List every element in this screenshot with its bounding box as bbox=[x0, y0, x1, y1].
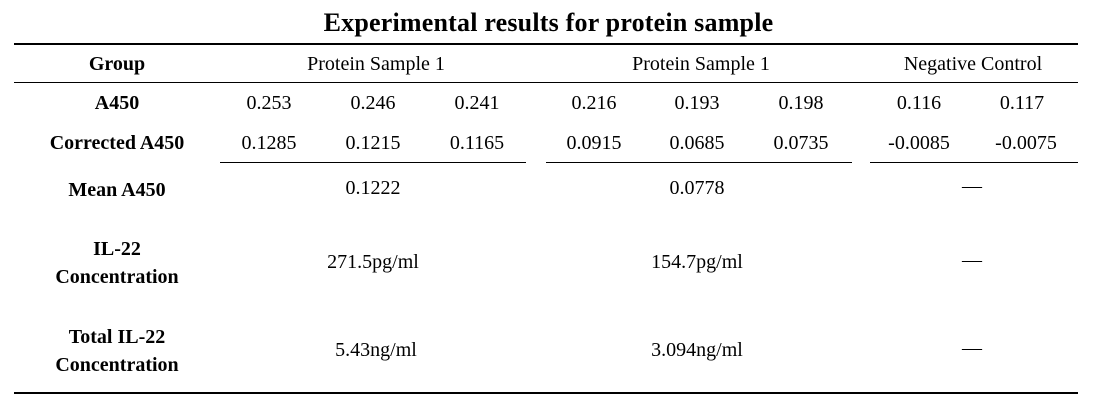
bottom-rule bbox=[14, 392, 1078, 394]
total-cell: 5.43ng/ml bbox=[335, 339, 417, 361]
row-label-il22-line2: Concentration bbox=[55, 266, 179, 288]
header-rule bbox=[14, 82, 1078, 83]
row-label-total-line1: Total IL-22 bbox=[68, 326, 166, 348]
row-label-total-il22-concentration: Total IL-22 Concentration bbox=[55, 323, 178, 379]
corrected-cell: -0.0075 bbox=[995, 132, 1057, 154]
header-protein-sample-a: Protein Sample 1 bbox=[307, 53, 445, 75]
row-label-il22-concentration: IL-22 Concentration bbox=[55, 235, 178, 291]
a450-cell: 0.241 bbox=[454, 92, 500, 114]
corrected-cell: 0.1215 bbox=[345, 132, 401, 154]
top-rule bbox=[14, 43, 1078, 45]
a450-cell: 0.193 bbox=[674, 92, 720, 114]
a450-cell: 0.116 bbox=[896, 92, 942, 114]
il22-cell: — bbox=[962, 249, 982, 271]
corrected-cell: 0.0735 bbox=[773, 132, 829, 154]
a450-cell: 0.253 bbox=[246, 92, 292, 114]
corrected-cell: 0.0685 bbox=[669, 132, 725, 154]
total-cell: 3.094ng/ml bbox=[651, 339, 743, 361]
row-label-a450: A450 bbox=[94, 92, 140, 114]
row-label-total-line2: Concentration bbox=[55, 354, 179, 376]
corrected-cell: 0.1165 bbox=[449, 132, 505, 154]
il22-cell: 154.7pg/ml bbox=[651, 251, 743, 273]
group-rule-protein-b bbox=[546, 162, 852, 163]
a450-cell: 0.198 bbox=[778, 92, 824, 114]
row-label-corrected-a450: Corrected A450 bbox=[49, 132, 185, 154]
table-title: Experimental results for protein sample bbox=[323, 8, 774, 37]
mean-cell: 0.0778 bbox=[669, 177, 725, 199]
header-group: Group bbox=[88, 53, 146, 75]
a450-cell: 0.117 bbox=[999, 92, 1045, 114]
group-rule-negative bbox=[870, 162, 1078, 163]
total-cell: — bbox=[962, 337, 982, 359]
il22-cell: 271.5pg/ml bbox=[327, 251, 419, 273]
group-rule-protein-a bbox=[220, 162, 526, 163]
mean-cell: — bbox=[962, 175, 982, 197]
a450-cell: 0.216 bbox=[571, 92, 617, 114]
row-label-il22-line1: IL-22 bbox=[93, 238, 141, 260]
mean-cell: 0.1222 bbox=[345, 177, 401, 199]
row-label-mean-a450: Mean A450 bbox=[68, 179, 166, 201]
header-protein-sample-b: Protein Sample 1 bbox=[632, 53, 770, 75]
header-negative-control: Negative Control bbox=[903, 53, 1043, 75]
a450-cell: 0.246 bbox=[350, 92, 396, 114]
corrected-cell: 0.1285 bbox=[241, 132, 297, 154]
corrected-cell: -0.0085 bbox=[888, 132, 950, 154]
corrected-cell: 0.0915 bbox=[566, 132, 622, 154]
